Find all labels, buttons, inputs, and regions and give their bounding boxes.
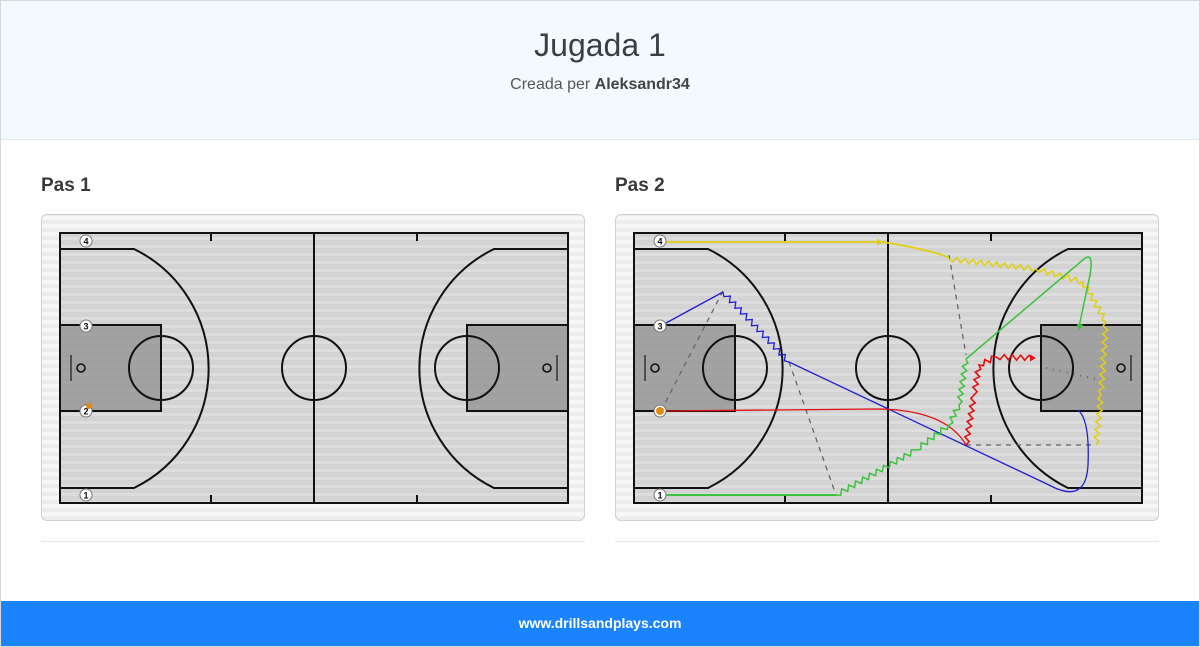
pass-line [788, 361, 837, 496]
divider [615, 541, 1159, 542]
player-4-dribble [948, 256, 1110, 446]
pass-line [1045, 367, 1097, 380]
author-link[interactable]: Aleksandr34 [594, 76, 690, 93]
ball-icon [656, 407, 664, 415]
paint-area [633, 324, 736, 412]
step-title: Pas 1 [41, 175, 91, 196]
footer-link[interactable]: www.drillsandplays.com [518, 615, 682, 631]
court-diagram-step-2: 1 3 4 [615, 214, 1159, 521]
player-1-label: 1 [83, 491, 88, 501]
created-prefix: Creada per [510, 76, 591, 93]
player-4-label: 4 [83, 237, 88, 247]
step-2: Pas 2 1 3 4 [615, 175, 1159, 542]
court-boundary [59, 232, 569, 504]
hoop [76, 363, 86, 373]
player-3-cut [788, 361, 1089, 493]
hoop [650, 363, 660, 373]
player-4-cut [666, 241, 950, 259]
paint-area [1040, 324, 1143, 412]
step-1: Pas 1 1 2 3 4 [41, 175, 585, 542]
player-4-marker [653, 234, 667, 248]
free-throw-circle [1008, 335, 1074, 401]
arrow-head-icon [1076, 323, 1084, 330]
player-3-cut [665, 291, 724, 324]
pass-line [948, 254, 967, 356]
center-circle [855, 335, 921, 401]
free-throw-circle [434, 335, 500, 401]
right-half [416, 233, 569, 503]
player-3-label: 3 [657, 322, 662, 332]
court-diagram-step-1: 1 2 3 4 [41, 214, 585, 521]
divider [41, 541, 585, 542]
player-2-cut [665, 408, 967, 446]
player-2-label: 2 [83, 407, 88, 417]
page-title: Jugada 1 [534, 27, 666, 63]
player-3-marker [79, 319, 93, 333]
paint-area [466, 324, 569, 412]
arrow-head-icon [877, 238, 883, 246]
author-line: Creada per Aleksandr34 [1, 76, 1199, 94]
player-1-dribble [835, 358, 969, 496]
three-point-line [60, 248, 210, 489]
hoop [1116, 363, 1126, 373]
ball-icon [86, 403, 92, 409]
player-3-dribble [722, 291, 790, 363]
player-4-marker [79, 234, 93, 248]
player-1-marker [79, 488, 93, 502]
hoop [542, 363, 552, 373]
pass-line [663, 290, 724, 406]
right-half [990, 233, 1143, 503]
player-1-marker [653, 488, 667, 502]
player-1-cut [965, 256, 1092, 360]
three-point-line [418, 248, 568, 489]
player-2-dribble [963, 353, 1034, 446]
player-3-label: 3 [83, 322, 88, 332]
center-circle [281, 335, 347, 401]
step-title: Pas 2 [615, 175, 665, 196]
court-boundary [633, 232, 1143, 504]
player-3-marker [653, 319, 667, 333]
free-throw-circle [128, 335, 194, 401]
three-point-line [992, 248, 1142, 489]
header: Jugada 1 Creada per Aleksandr34 [1, 1, 1199, 140]
player-4-label: 4 [657, 237, 662, 247]
left-half [633, 233, 786, 503]
paint-area [59, 324, 162, 412]
footer: www.drillsandplays.com [1, 601, 1199, 646]
arrow-head-icon [1030, 354, 1036, 362]
player-1-label: 1 [657, 491, 662, 501]
three-point-line [634, 248, 784, 489]
free-throw-circle [702, 335, 768, 401]
